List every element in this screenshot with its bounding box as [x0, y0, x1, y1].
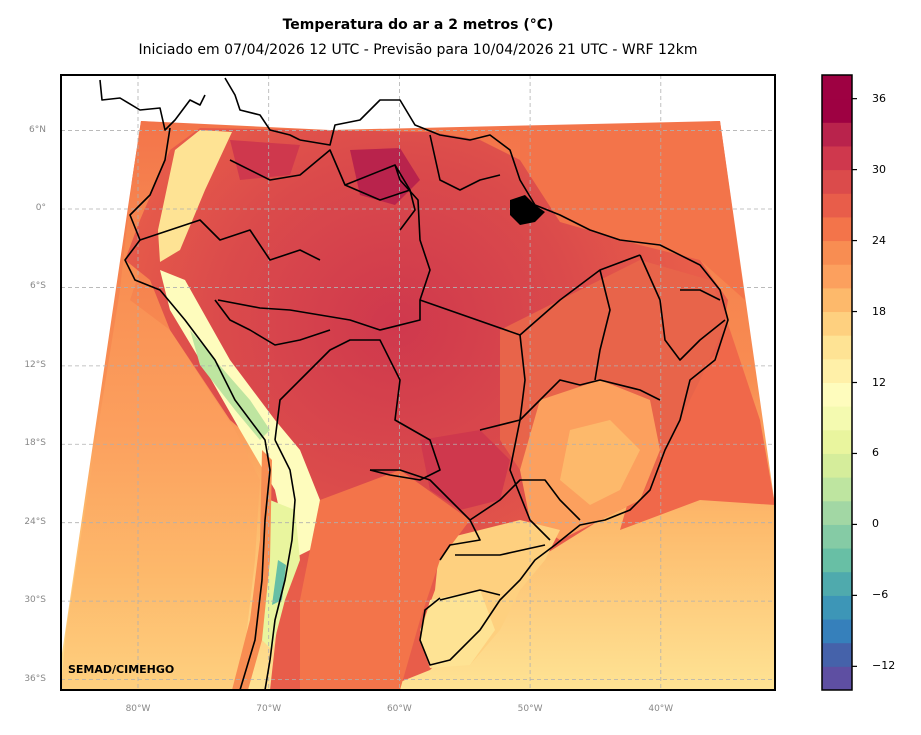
andes-coldest-field	[272, 560, 286, 605]
border-states-10	[639, 254, 726, 361]
colorbar-bin	[822, 453, 852, 478]
colorbar-tick-label: 30	[872, 162, 886, 176]
lon-tick-label: 40°W	[648, 704, 674, 714]
colorbar-bin	[822, 193, 852, 218]
border-ecuador-colombia	[139, 219, 321, 261]
colorbar-bin	[822, 75, 852, 100]
paraguay-hot-field	[420, 430, 510, 510]
amazon-hot-field	[350, 148, 420, 205]
colorbar-bin	[822, 500, 852, 525]
uruguay-field	[420, 590, 495, 668]
marajo-island	[510, 195, 545, 225]
colorbar-bin	[822, 358, 852, 383]
lon-tick-label: 60°W	[386, 704, 412, 714]
colorbar-tick-label: 6	[872, 446, 879, 460]
colorbar-tick-label: 24	[872, 233, 886, 247]
lat-tick-label: 6°N	[29, 124, 46, 135]
colorbar-bin	[822, 122, 852, 147]
colorbar-bin	[822, 264, 852, 289]
colorbar-bin	[822, 169, 852, 194]
border-states-6	[455, 544, 546, 556]
lat-tick-label: 12°S	[24, 359, 46, 370]
colorbar-bin	[822, 335, 852, 360]
atlantic-central-field	[620, 300, 775, 530]
andes-cold-field	[190, 330, 270, 440]
colorbar-bin	[822, 548, 852, 573]
colorbar-bin	[822, 145, 852, 171]
coastline-caribbean	[224, 77, 301, 141]
colorbar-tick-label: 18	[872, 304, 886, 318]
border-states-2	[479, 379, 661, 431]
colorbar-bin	[822, 216, 852, 242]
lon-tick-label: 70°W	[256, 704, 282, 714]
border-bolivia	[274, 339, 441, 481]
lat-tick-label: 18°S	[24, 438, 46, 449]
map-field	[61, 121, 775, 690]
colorbar-bin	[822, 595, 852, 620]
pacific-ocean-field	[61, 121, 260, 690]
colorbar-bin	[822, 642, 852, 667]
colorbar-bin	[822, 571, 852, 596]
border-andes	[264, 439, 296, 690]
southeast-plateau-field	[560, 420, 640, 505]
lat-tick-label: 36°S	[24, 673, 46, 684]
border-states-4	[594, 269, 611, 381]
colorbar-bin	[822, 524, 852, 549]
border-states-1	[419, 254, 641, 336]
figure-title: Temperatura do ar a 2 metros (°C)	[282, 17, 554, 33]
chile-strip-field	[232, 450, 272, 690]
colorbar-tick-label: −6	[872, 588, 889, 602]
figure-subtitle: Iniciado em 07/04/2026 12 UTC - Previsão…	[138, 42, 698, 58]
colorbar-bin	[822, 477, 852, 502]
colorbar-tick-label: 36	[872, 91, 886, 105]
lon-tick-label: 80°W	[125, 704, 151, 714]
coastline-central-america	[99, 79, 206, 131]
border-states-3	[509, 334, 551, 541]
colorbar-tick-label: −12	[872, 659, 896, 673]
coastlines-borders	[99, 77, 729, 690]
border-states-7	[439, 589, 501, 601]
argentina-plains-field	[300, 470, 470, 690]
colorbar-bin	[822, 382, 852, 407]
andes-north-field	[158, 130, 232, 262]
colorbar-bin	[822, 240, 852, 265]
lat-tick-label: 24°S	[24, 516, 46, 527]
atlantic-north-field	[520, 121, 745, 300]
colorbar-tick-label: 12	[872, 375, 886, 389]
colorbar-bin	[822, 406, 852, 431]
lon-tick-label: 50°W	[517, 704, 543, 714]
credit-label: SEMAD/CIMEHGO	[68, 663, 175, 676]
colorbar-tick-label: 0	[872, 517, 879, 531]
colorbar-bin	[822, 619, 852, 644]
border-peru-brazil	[214, 299, 331, 346]
colorbar-bin	[822, 287, 852, 313]
plot-frame	[60, 74, 776, 691]
border-states-5	[469, 479, 581, 521]
colorbar-bin	[822, 429, 852, 454]
colorbar-bin	[822, 666, 852, 691]
amazon-hot-field-2	[230, 140, 300, 180]
lat-tick-label: 6°S	[30, 281, 46, 292]
colorbar	[822, 75, 852, 691]
colorbar-bin	[822, 98, 852, 123]
gridlines	[61, 75, 775, 690]
border-states-9	[429, 134, 501, 191]
coastline-north	[299, 99, 729, 666]
coastline-pacific	[124, 127, 271, 690]
lat-tick-label: 30°S	[24, 595, 46, 606]
colorbar-ticks	[852, 98, 857, 667]
border-venezuela	[229, 149, 411, 201]
colorbar-bin	[822, 311, 852, 336]
lat-tick-label: 0°	[35, 203, 46, 213]
border-states-11	[680, 289, 721, 301]
border-brazil-west	[217, 164, 431, 331]
